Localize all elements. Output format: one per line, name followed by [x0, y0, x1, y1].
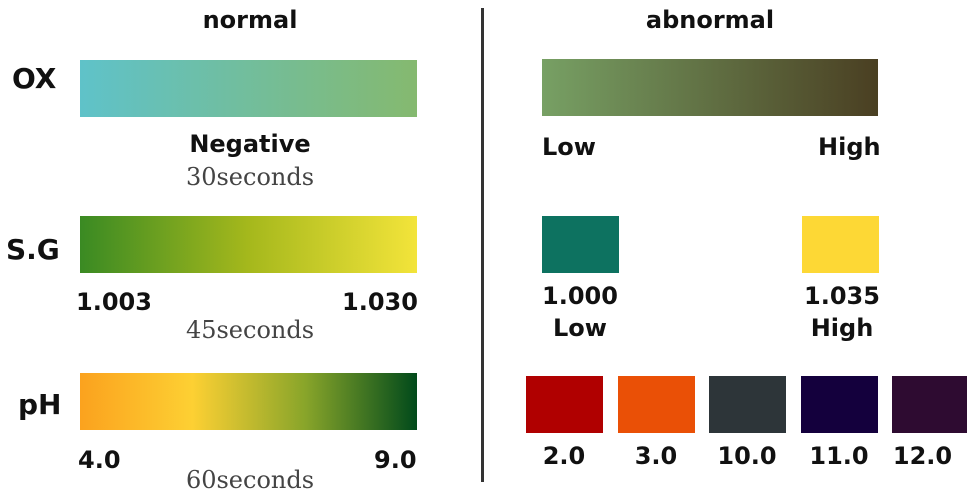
sg-normal-min-label: 1.003 [76, 288, 152, 316]
ph-normal-max-label: 9.0 [374, 446, 417, 474]
ox-normal-gradient-bar [80, 60, 417, 117]
ph-time-label: 60seconds [185, 466, 315, 494]
column-divider [481, 8, 484, 482]
abnormal-header: abnormal [645, 6, 775, 34]
sg-normal-max-label: 1.030 [342, 288, 418, 316]
normal-header: normal [202, 6, 298, 34]
ph-normal-min-label: 4.0 [78, 446, 121, 474]
ox-abnormal-low-label: Low [542, 133, 596, 161]
ph-value-12-0: 12.0 [892, 442, 953, 470]
ox-abnormal-gradient-bar [542, 59, 878, 116]
sg-high-label: High [810, 314, 874, 342]
ox-time-label: 30seconds [185, 163, 315, 191]
sg-high-value: 1.035 [804, 282, 880, 310]
ox-normal-label: Negative [189, 130, 311, 158]
sg-low-swatch [542, 216, 619, 273]
sg-high-swatch [802, 216, 879, 273]
sg-low-label: Low [553, 314, 607, 342]
ph-swatch-10-0 [709, 376, 786, 433]
ph-normal-gradient-bar [80, 373, 417, 430]
ph-value-2-0: 2.0 [542, 442, 586, 470]
ph-value-3-0: 3.0 [634, 442, 678, 470]
row-label-sg: S.G [6, 233, 60, 266]
ph-swatch-11-0 [801, 376, 878, 433]
sg-normal-gradient-bar [80, 216, 417, 273]
row-label-ox: OX [12, 62, 57, 95]
ph-swatch-3-0 [618, 376, 695, 433]
ox-abnormal-high-label: High [818, 133, 881, 161]
ph-value-11-0: 11.0 [809, 442, 869, 470]
row-label-ph: pH [18, 388, 62, 421]
sg-low-value: 1.000 [542, 282, 618, 310]
ph-value-10-0: 10.0 [717, 442, 777, 470]
ph-swatch-12-0 [892, 376, 967, 433]
sg-time-label: 45seconds [185, 316, 315, 344]
ph-swatch-2-0 [526, 376, 603, 433]
